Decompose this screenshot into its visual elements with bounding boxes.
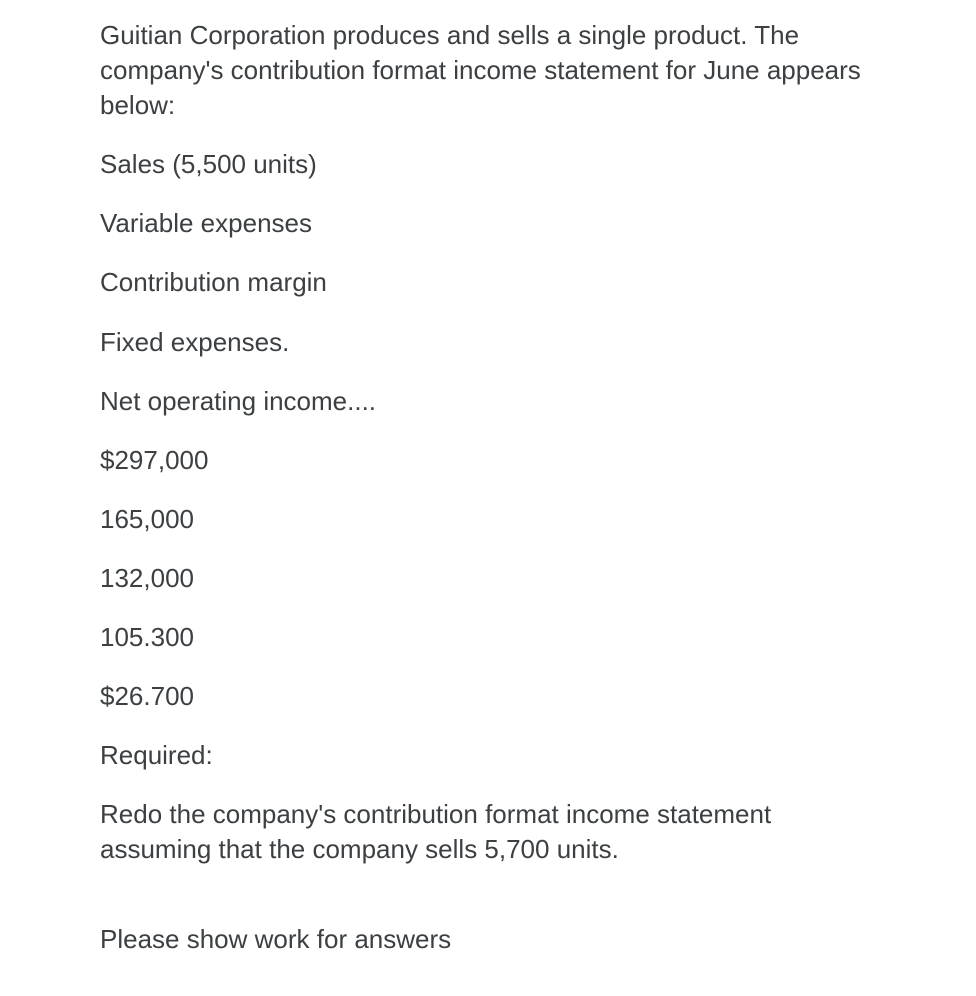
value-sales: $297,000 (100, 443, 936, 478)
intro-paragraph: Guitian Corporation produces and sells a… (100, 18, 880, 123)
line-variable-expenses: Variable expenses (100, 206, 936, 241)
footer-note: Please show work for answers (100, 922, 936, 957)
required-label: Required: (100, 738, 936, 773)
value-fixed-expenses: 105.300 (100, 620, 936, 655)
line-sales: Sales (5,500 units) (100, 147, 936, 182)
value-variable-expenses: 165,000 (100, 502, 936, 537)
required-question: Redo the company's contribution format i… (100, 797, 880, 867)
value-net-operating-income: $26.700 (100, 679, 936, 714)
blank-spacer (100, 892, 936, 922)
line-net-operating-income: Net operating income.... (100, 384, 936, 419)
value-contribution-margin: 132,000 (100, 561, 936, 596)
document-content: Guitian Corporation produces and sells a… (100, 18, 936, 957)
line-contribution-margin: Contribution margin (100, 265, 936, 300)
line-fixed-expenses: Fixed expenses. (100, 325, 936, 360)
